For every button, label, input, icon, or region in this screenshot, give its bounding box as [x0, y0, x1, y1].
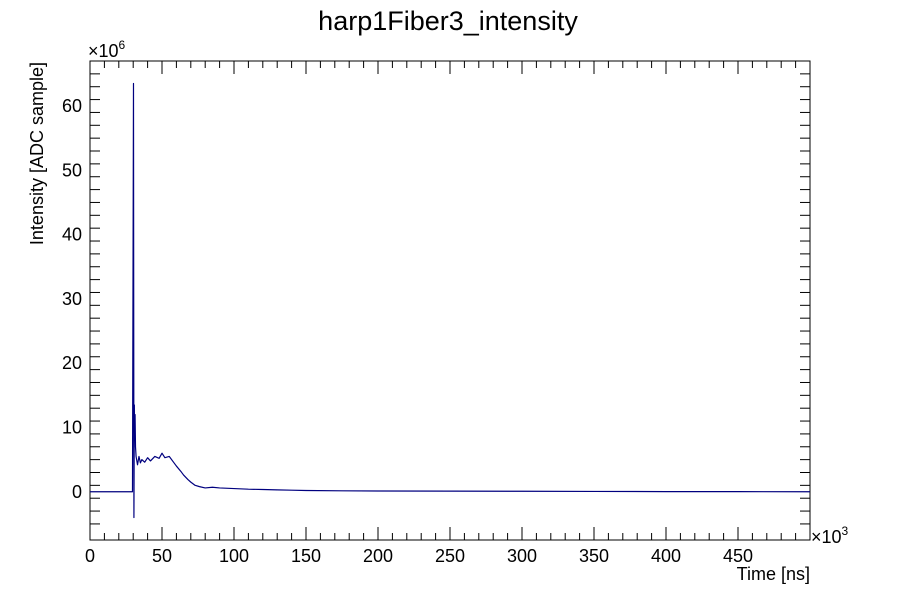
- y-multiplier: ×106: [88, 38, 126, 61]
- x-tick-label: 450: [723, 546, 753, 566]
- y-axis-label: Intensity [ADC sample]: [27, 62, 47, 245]
- y-tick-label: 30: [62, 289, 82, 309]
- y-tick-label: 20: [62, 353, 82, 373]
- series-line: [90, 82, 811, 519]
- x-tick-label: 350: [579, 546, 609, 566]
- y-axis: 0 10 20 30 40 50 60: [62, 60, 810, 525]
- plot-border: [89, 60, 811, 541]
- x-tick-label: 300: [507, 546, 537, 566]
- y-tick-label: 50: [62, 160, 82, 180]
- x-tick-label: 100: [219, 546, 249, 566]
- x-tick-label: 400: [651, 546, 681, 566]
- y-tick-label: 60: [62, 96, 82, 116]
- y-tick-label: 40: [62, 225, 82, 245]
- x-axis: 0 50 100 150 200 250 300 350 400 450: [85, 61, 811, 566]
- x-tick-label: 250: [435, 546, 465, 566]
- x-multiplier: ×103: [811, 524, 849, 547]
- y-tick-label: 0: [72, 482, 82, 502]
- x-tick-label: 0: [85, 546, 95, 566]
- y-tick-label: 10: [62, 417, 82, 437]
- x-tick-label: 150: [291, 546, 321, 566]
- series-layer: [90, 82, 811, 519]
- x-tick-label: 200: [363, 546, 393, 566]
- plot-frame: [89, 60, 811, 541]
- chart-title: harp1Fiber3_intensity: [318, 6, 578, 36]
- x-axis-label: Time [ns]: [737, 564, 810, 584]
- x-tick-label: 50: [152, 546, 172, 566]
